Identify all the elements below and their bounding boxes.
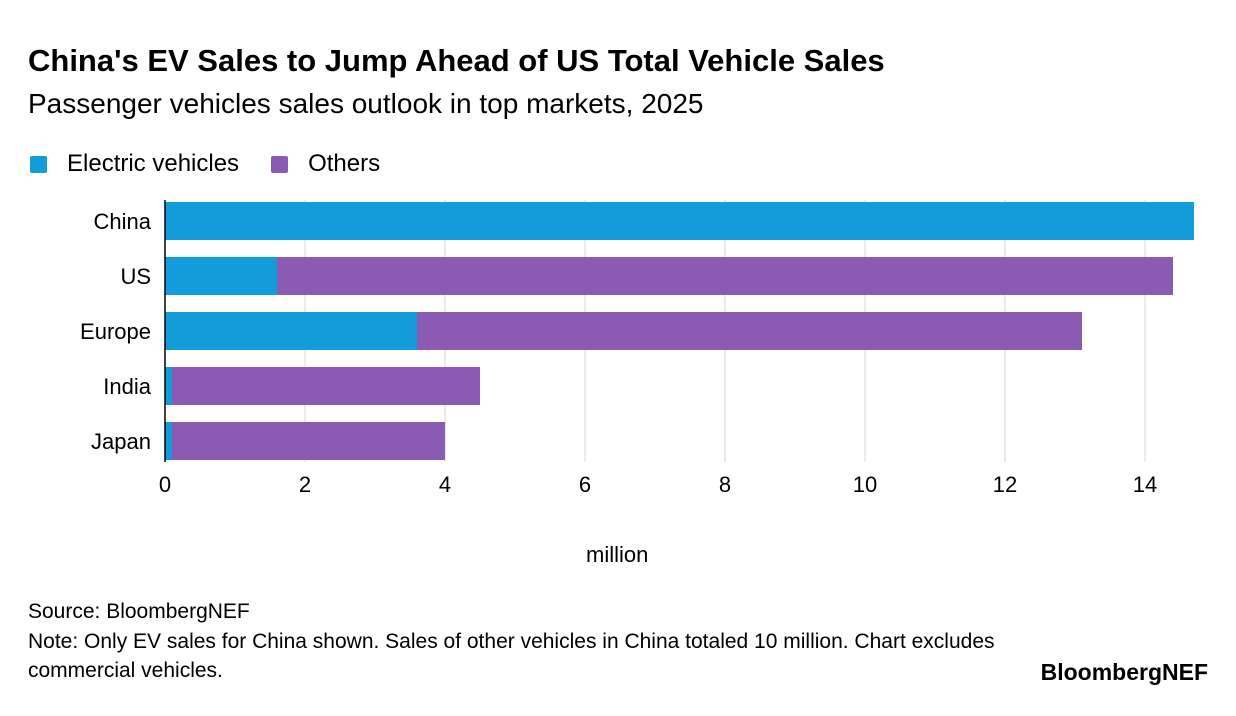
legend-swatch-others bbox=[271, 155, 289, 173]
x-tick-label-8: 8 bbox=[719, 472, 731, 497]
bar-europe-electric-vehicles bbox=[165, 312, 417, 350]
x-tick-label-6: 6 bbox=[579, 472, 591, 497]
x-tick-label-14: 14 bbox=[1133, 472, 1157, 497]
x-tick-label-2: 2 bbox=[299, 472, 311, 497]
legend-item-electric-vehicles: Electric vehicles bbox=[30, 150, 239, 178]
legend-label-others: Others bbox=[308, 150, 381, 177]
source-note: Source: BloombergNEF bbox=[28, 600, 250, 623]
x-tick-label-10: 10 bbox=[853, 472, 877, 497]
bar-europe-others bbox=[417, 312, 1082, 350]
x-tick-label-0: 0 bbox=[159, 472, 171, 497]
footnote: Note: Only EV sales for China shown. Sal… bbox=[28, 630, 995, 682]
chart-subtitle: Passenger vehicles sales outlook in top … bbox=[28, 88, 704, 119]
bar-chart: China US Europe India Japan 0 2 4 6 8 10 12 14 bbox=[80, 200, 1194, 497]
legend-swatch-electric-vehicles bbox=[30, 155, 47, 173]
category-label-india: India bbox=[103, 374, 151, 399]
bar-india-others bbox=[172, 367, 480, 405]
x-axis-label: million bbox=[0, 541, 648, 569]
x-axis-label-text: million bbox=[586, 542, 649, 567]
bar-us-others bbox=[277, 257, 1173, 295]
x-tick-label-12: 12 bbox=[993, 472, 1017, 497]
bar-us-electric-vehicles bbox=[165, 257, 277, 295]
category-label-china: China bbox=[94, 209, 152, 234]
brand-logo: BloombergNEF bbox=[1040, 659, 1208, 685]
chart-title: China's EV Sales to Jump Ahead of US Tot… bbox=[28, 43, 885, 78]
legend-item-others: Others bbox=[271, 150, 380, 178]
category-label-japan: Japan bbox=[91, 429, 151, 454]
category-label-europe: Europe bbox=[80, 319, 151, 344]
bar-china-electric-vehicles bbox=[165, 202, 1194, 240]
bar-japan-electric-vehicles bbox=[165, 422, 172, 460]
bar-japan-others bbox=[172, 422, 445, 460]
bar-india-electric-vehicles bbox=[165, 367, 172, 405]
chart-legend: Electric vehicles Others bbox=[30, 147, 412, 181]
x-tick-label-4: 4 bbox=[439, 472, 451, 497]
category-label-us: US bbox=[120, 264, 151, 289]
legend-label-electric-vehicles: Electric vehicles bbox=[67, 150, 240, 177]
